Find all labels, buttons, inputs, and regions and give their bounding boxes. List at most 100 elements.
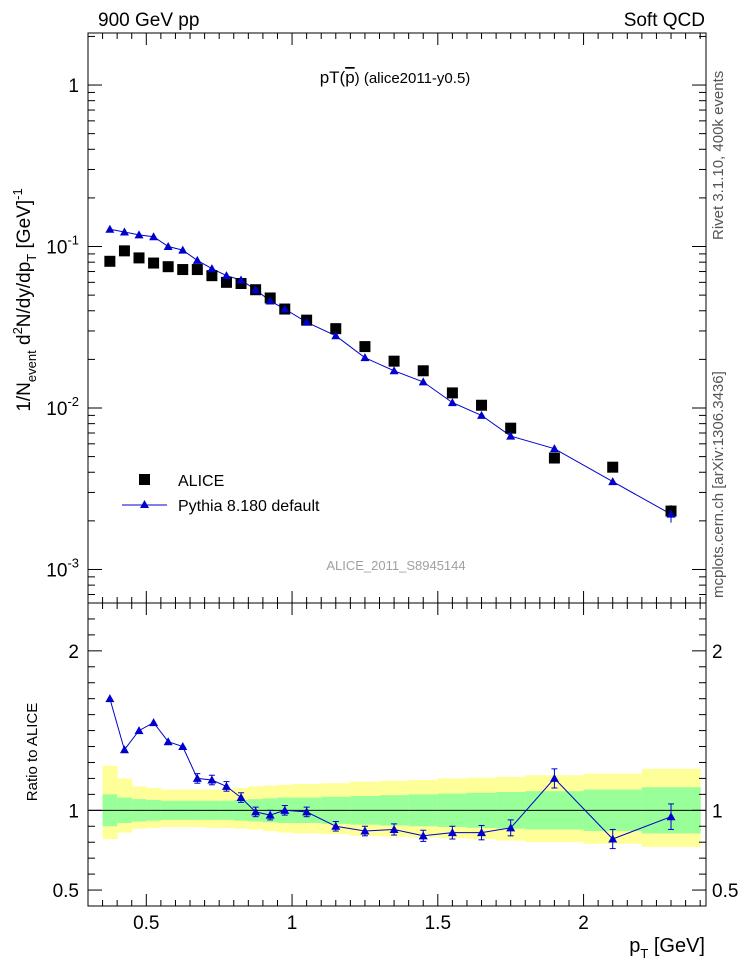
ratio-y-axis-label: Ratio to ALICE	[24, 703, 41, 801]
x-tick-label: 1	[287, 913, 298, 934]
pythia-point	[549, 444, 559, 453]
main-y-axis-label: 1/Nevent d2N/dy/dpT [GeV]-1	[10, 188, 39, 411]
ratio-y-tick-label-right: 0.5	[712, 881, 738, 902]
main-y-ticks: 1 10-1 10-2 10-3	[46, 35, 706, 595]
pythia-point	[280, 304, 290, 313]
header-left-label: 900 GeV pp	[98, 10, 199, 31]
ratio-point	[418, 831, 428, 840]
pythia-point	[418, 377, 428, 386]
alice-point	[220, 276, 232, 288]
ratio-plot-marks	[105, 694, 676, 850]
ratio-point	[608, 834, 618, 843]
ratio-point	[360, 826, 370, 835]
ratio-point	[280, 805, 290, 814]
alice-point	[206, 270, 218, 282]
alice-point	[133, 252, 145, 264]
header-right-label: Soft QCD	[624, 10, 705, 31]
ratio-point	[265, 810, 275, 819]
ratio-frame	[87, 602, 707, 907]
ratio-y-tick-label: 2	[68, 642, 79, 663]
legend: ALICE Pythia 8.180 default	[122, 473, 320, 515]
pythia-point	[477, 410, 487, 419]
alice-point	[162, 261, 174, 273]
main-y-tick-label: 10-1	[46, 233, 79, 259]
x-axis-label: pT [GeV]	[629, 935, 705, 961]
ylabel-a-sub: event	[24, 350, 39, 382]
pythia-line	[109, 228, 672, 515]
ylabel-d-sup: -1	[10, 188, 25, 200]
main-frame	[87, 32, 707, 604]
ylabel-d: [GeV]	[14, 200, 35, 254]
pythia-point	[331, 331, 341, 340]
pythia-point	[666, 509, 676, 518]
ratio-x-ticks: 0.5 1 1.5 2	[102, 603, 701, 934]
pythia-point	[163, 242, 173, 251]
ylabel-a: 1/N	[14, 382, 35, 412]
pythia-point	[302, 317, 312, 326]
pythia-point	[608, 477, 618, 486]
legend-alice-marker	[139, 474, 150, 485]
alice-point	[505, 422, 517, 434]
alice-point	[359, 341, 371, 353]
legend-alice-label: ALICE	[178, 473, 224, 490]
legend-pythia-label: Pythia 8.180 default	[178, 498, 320, 515]
pythia-point	[265, 296, 275, 305]
ratio-y-tick-label: 1	[68, 801, 79, 822]
mcplots-label: mcplots.cern.ch [arXiv:1306.3436]	[710, 371, 727, 598]
plot-title-suffix: ) (alice2011-y0.5)	[355, 70, 471, 87]
ratio-point	[477, 828, 487, 837]
ratio-point	[134, 726, 144, 735]
ratio-point	[178, 742, 188, 751]
pythia-point	[389, 366, 399, 375]
ratio-point	[251, 807, 261, 816]
pythia-point	[192, 255, 202, 264]
ratio-point	[192, 773, 202, 782]
ratio-y-tick-label: 0.5	[53, 881, 79, 902]
ylabel-b: d	[14, 334, 35, 350]
alice-point	[104, 255, 116, 267]
pythia-point	[360, 353, 370, 362]
pythia-point	[221, 271, 231, 280]
ratio-point	[236, 793, 246, 802]
pythia-point	[105, 224, 115, 233]
analysis-watermark: ALICE_2011_S8945144	[326, 558, 465, 573]
alice-point	[476, 399, 488, 411]
main-plot-marks	[104, 224, 677, 523]
ratio-point	[506, 823, 516, 832]
alice-point	[191, 264, 203, 276]
ratio-line	[109, 698, 672, 840]
x-axis-label-sub: T	[640, 946, 648, 961]
pythia-point	[447, 398, 457, 407]
ratio-point	[207, 775, 217, 784]
main-y-tick-label: 10-3	[46, 555, 79, 581]
ratio-point	[221, 781, 231, 790]
ratio-point	[447, 828, 457, 837]
ratio-point	[163, 737, 173, 746]
main-panel: 1 10-1 10-2 10-3 pT(p) (alice2011-y0.5) 1/N…	[10, 32, 707, 604]
rivet-version-label: Rivet 3.1.10, 400k events	[710, 71, 727, 240]
alice-point	[607, 461, 619, 473]
x-axis-label-unit: [GeV]	[648, 935, 705, 957]
ratio-y-tick-label-right: 1	[712, 801, 723, 822]
alice-point	[148, 257, 160, 269]
pythia-point	[236, 275, 246, 284]
alice-point	[446, 387, 458, 399]
alice-point	[330, 323, 342, 335]
pythia-point	[251, 285, 261, 294]
ratio-panel: 0.5 1 1.5 2 2 2 1 1 0.5 0.5 Ratio to ALICE	[24, 602, 738, 934]
pythia-point	[506, 431, 516, 440]
legend-pythia-marker	[140, 500, 149, 508]
pythia-point	[207, 264, 217, 273]
ratio-y-ticks: 2 2 1 1 0.5 0.5	[53, 602, 738, 907]
ratio-point	[549, 773, 559, 782]
plot-title: pT(p) (alice2011-y0.5)	[320, 68, 471, 87]
alice-point	[417, 365, 429, 377]
ratio-point	[331, 821, 341, 830]
ratio-point	[389, 824, 399, 833]
pythia-point	[178, 245, 188, 254]
x-tick-label: 1.5	[425, 913, 451, 934]
ratio-y-tick-label-right: 2	[712, 642, 723, 663]
pythia-point	[119, 227, 129, 236]
ylabel-c: N/dy/dp	[14, 262, 35, 327]
